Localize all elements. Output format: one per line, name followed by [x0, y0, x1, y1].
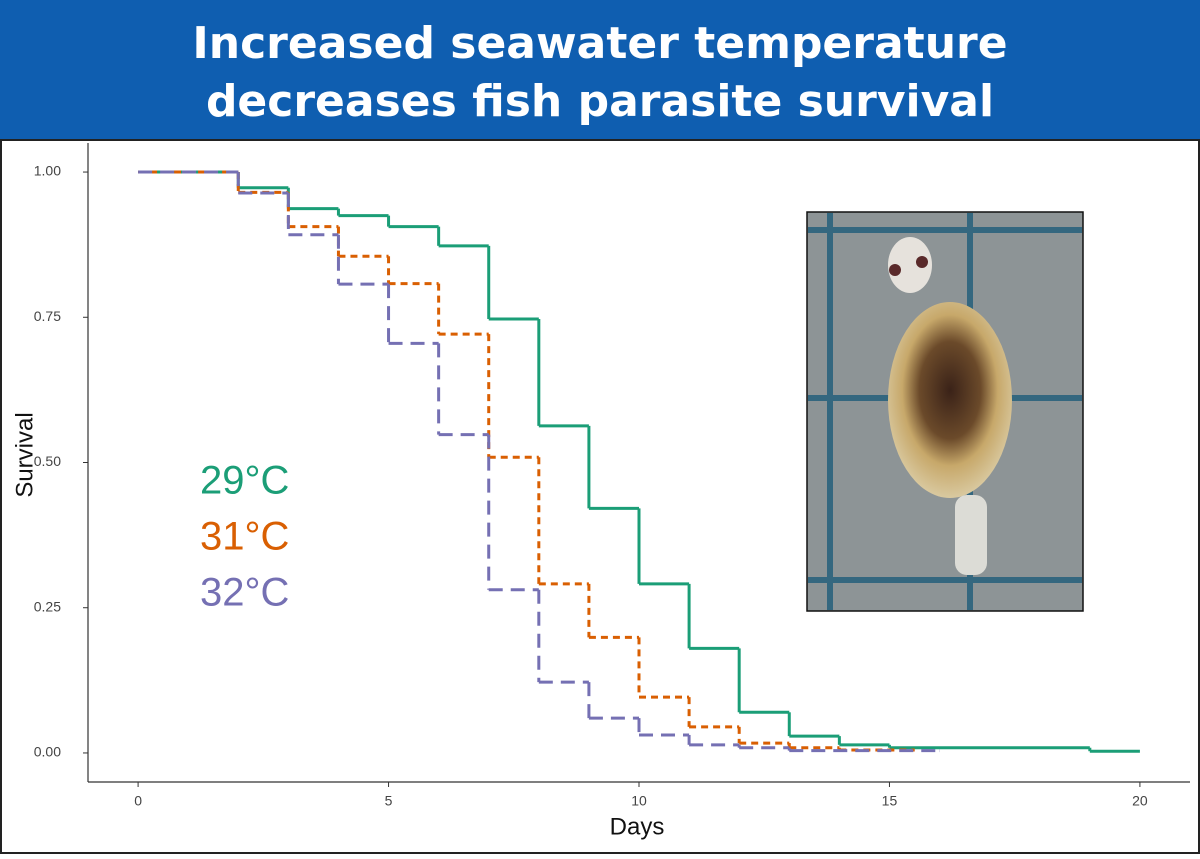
y-tick-label: 0.75 — [34, 308, 61, 324]
x-tick-label: 0 — [134, 793, 142, 809]
y-axis-label: Survival — [11, 412, 38, 497]
x-tick-label: 15 — [882, 793, 898, 809]
parasite-body — [888, 302, 1012, 498]
parasite-tail — [955, 495, 987, 575]
x-axis-label: Days — [610, 813, 665, 840]
y-tick-label: 0.50 — [34, 453, 61, 469]
parasite-eye — [916, 256, 928, 268]
parasite-eye — [889, 264, 901, 276]
x-tick-label: 20 — [1132, 793, 1148, 809]
parasite-head — [888, 237, 932, 293]
x-tick-label: 10 — [631, 793, 647, 809]
y-tick-label: 0.25 — [34, 598, 61, 614]
legend-label: 29°C — [200, 459, 289, 503]
chart-title: decreases fish parasite survival — [206, 76, 994, 127]
y-tick-label: 1.00 — [34, 163, 61, 179]
chart-title: Increased seawater temperature — [192, 18, 1007, 69]
photo-inset — [806, 211, 1084, 612]
legend-label: 32°C — [200, 571, 289, 615]
legend-label: 31°C — [200, 515, 289, 559]
title-banner — [0, 0, 1200, 140]
x-tick-label: 5 — [385, 793, 393, 809]
y-tick-label: 0.00 — [34, 744, 61, 760]
